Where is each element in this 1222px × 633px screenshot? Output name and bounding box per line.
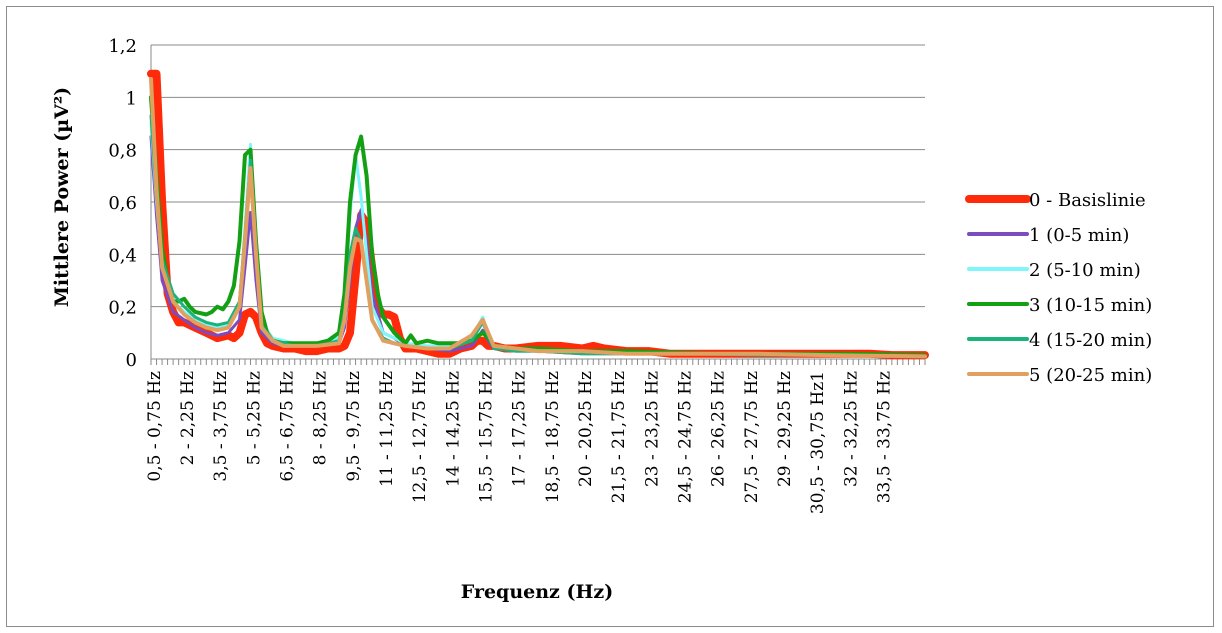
legend-label-2: 2 (5-10 min): [1029, 260, 1141, 281]
x-tick-label: 6,5 - 6,75 Hz: [277, 371, 297, 482]
series-line-0: [147, 69, 929, 360]
series-line-5: [149, 77, 927, 359]
legend-label-3: 3 (10-15 min): [1029, 295, 1152, 316]
y-tick-label: 0: [126, 350, 137, 371]
legend-label-0: 0 - Basislinie: [1029, 190, 1146, 211]
gridlines: [150, 44, 925, 360]
x-tick-label: 17 - 17,25 Hz: [510, 371, 530, 487]
series-line-3: [149, 95, 927, 358]
legend: 0 - Basislinie 1 (0-5 min) 2 (5-10 min) 3 (…: [965, 190, 1152, 386]
legend-label-1: 1 (0-5 min): [1029, 225, 1129, 246]
x-tick-labels: 0,5 - 0,75 Hz 2 - 2,25 Hz 3,5 - 3,75 Hz 5 -…: [145, 371, 895, 514]
x-tick-label: 33,5 - 33,75 Hz: [875, 371, 895, 503]
y-tick-labels: 0 0,2 0,4 0,6 0,8 1 1,2: [108, 36, 137, 371]
x-tick-label: 26 - 26,25 Hz: [709, 371, 729, 487]
x-tick-label: 27,5 - 27,75 Hz: [742, 371, 762, 503]
y-tick-label: 1: [126, 88, 137, 109]
y-tick-label: 0,8: [108, 141, 137, 162]
y-tick-label: 0,4: [108, 245, 137, 266]
line-chart: 0 0,2 0,4 0,6 0,8 1 1,2 0,5 - 0,75 Hz 2 - 2,25 …: [51, 36, 1152, 603]
y-tick-label: 0,2: [108, 298, 137, 319]
series-line-2: [149, 122, 927, 358]
x-tick-label: 20 - 20,25 Hz: [576, 371, 596, 487]
x-axis: [150, 358, 926, 365]
x-tick-label: 0,5 - 0,75 Hz: [145, 371, 165, 482]
series-lines: [147, 69, 929, 360]
x-tick-label: 15,5 - 15,75 Hz: [476, 371, 496, 503]
x-tick-label: 24,5 - 24,75 Hz: [676, 371, 696, 503]
y-tick-label: 1,2: [108, 36, 137, 57]
y-tick-label: 0,6: [108, 193, 137, 214]
x-tick-label: 21,5 - 21,75 Hz: [609, 371, 629, 503]
x-tick-label: 3,5 - 3,75 Hz: [211, 371, 231, 482]
legend-label-5: 5 (20-25 min): [1029, 365, 1152, 386]
x-tick-label: 14 - 14,25 Hz: [443, 371, 463, 487]
series-line-1: [149, 135, 927, 358]
x-tick-label: 29 - 29,25 Hz: [775, 371, 795, 487]
x-tick-label: 18,5 - 18,75 Hz: [543, 371, 563, 503]
series-line-4: [149, 114, 927, 358]
x-tick-label: 5 - 5,25 Hz: [244, 371, 264, 465]
x-tick-label: 11 - 11,25 Hz: [377, 371, 397, 487]
x-tick-label: 8 - 8,25 Hz: [311, 371, 331, 465]
x-axis-title: Frequenz (Hz): [461, 581, 613, 603]
x-tick-label: 9,5 - 9,75 Hz: [344, 371, 364, 482]
x-tick-label: 23 - 23,25 Hz: [642, 371, 662, 487]
legend-label-4: 4 (15-20 min): [1029, 330, 1152, 351]
x-tick-label: 12,5 - 12,75 Hz: [410, 371, 430, 503]
chart-frame: 0 0,2 0,4 0,6 0,8 1 1,2 0,5 - 0,75 Hz 2 - 2,25 …: [6, 6, 1214, 627]
x-tick-label: 2 - 2,25 Hz: [178, 371, 198, 465]
x-tick-label: 32 - 32,25 Hz: [841, 371, 861, 487]
y-axis-title: Mittlere Power (µV²): [51, 87, 73, 307]
x-tick-label: 30,5 - 30,75 Hz1: [808, 371, 828, 514]
